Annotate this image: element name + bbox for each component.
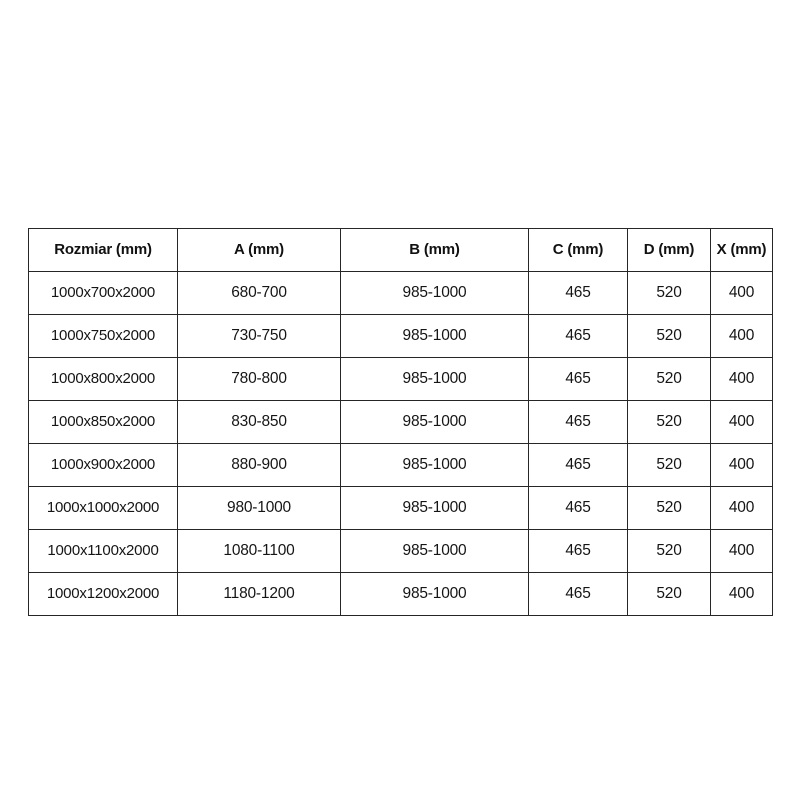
cell-size: 1000x750x2000 [28, 314, 178, 358]
cell-size: 1000x700x2000 [28, 271, 178, 315]
cell-b: 985-1000 [340, 314, 529, 358]
cell-size: 1000x1000x2000 [28, 486, 178, 530]
cell-size: 1000x800x2000 [28, 357, 178, 401]
cell-b: 985-1000 [340, 529, 529, 573]
column-header-x: X (mm) [710, 228, 773, 272]
dimension-table: Rozmiar (mm) A (mm) B (mm) C (mm) D (mm)… [28, 228, 773, 616]
cell-d: 520 [627, 400, 711, 444]
cell-size: 1000x1100x2000 [28, 529, 178, 573]
cell-a: 1080-1100 [177, 529, 341, 573]
cell-a: 780-800 [177, 357, 341, 401]
cell-c: 465 [528, 443, 628, 487]
cell-size: 1000x900x2000 [28, 443, 178, 487]
cell-b: 985-1000 [340, 486, 529, 530]
column-header-b: B (mm) [340, 228, 529, 272]
cell-c: 465 [528, 486, 628, 530]
cell-x: 400 [710, 529, 773, 573]
cell-b: 985-1000 [340, 271, 529, 315]
cell-b: 985-1000 [340, 400, 529, 444]
cell-c: 465 [528, 314, 628, 358]
spec-table-container: Rozmiar (mm) A (mm) B (mm) C (mm) D (mm)… [28, 228, 773, 616]
cell-a: 830-850 [177, 400, 341, 444]
cell-d: 520 [627, 572, 711, 616]
cell-d: 520 [627, 486, 711, 530]
cell-a: 980-1000 [177, 486, 341, 530]
cell-x: 400 [710, 314, 773, 358]
cell-c: 465 [528, 572, 628, 616]
cell-d: 520 [627, 271, 711, 315]
cell-b: 985-1000 [340, 357, 529, 401]
cell-a: 680-700 [177, 271, 341, 315]
cell-d: 520 [627, 314, 711, 358]
column-header-size: Rozmiar (mm) [28, 228, 178, 272]
cell-size: 1000x850x2000 [28, 400, 178, 444]
cell-x: 400 [710, 486, 773, 530]
table-row: 1000x700x2000 680-700 985-1000 465 520 4… [28, 271, 773, 315]
cell-x: 400 [710, 357, 773, 401]
column-header-d: D (mm) [627, 228, 711, 272]
cell-c: 465 [528, 357, 628, 401]
cell-x: 400 [710, 443, 773, 487]
table-row: 1000x750x2000 730-750 985-1000 465 520 4… [28, 314, 773, 358]
cell-x: 400 [710, 572, 773, 616]
table-header: Rozmiar (mm) A (mm) B (mm) C (mm) D (mm)… [28, 228, 773, 272]
cell-a: 880-900 [177, 443, 341, 487]
cell-a: 1180-1200 [177, 572, 341, 616]
cell-b: 985-1000 [340, 572, 529, 616]
cell-d: 520 [627, 443, 711, 487]
table-body: 1000x700x2000 680-700 985-1000 465 520 4… [28, 271, 773, 616]
table-row: 1000x1000x2000 980-1000 985-1000 465 520… [28, 486, 773, 530]
table-row: 1000x800x2000 780-800 985-1000 465 520 4… [28, 357, 773, 401]
cell-x: 400 [710, 400, 773, 444]
cell-c: 465 [528, 400, 628, 444]
cell-d: 520 [627, 357, 711, 401]
table-row: 1000x900x2000 880-900 985-1000 465 520 4… [28, 443, 773, 487]
cell-b: 985-1000 [340, 443, 529, 487]
cell-d: 520 [627, 529, 711, 573]
table-header-row: Rozmiar (mm) A (mm) B (mm) C (mm) D (mm)… [28, 228, 773, 272]
cell-x: 400 [710, 271, 773, 315]
table-row: 1000x850x2000 830-850 985-1000 465 520 4… [28, 400, 773, 444]
cell-a: 730-750 [177, 314, 341, 358]
column-header-a: A (mm) [177, 228, 341, 272]
cell-c: 465 [528, 529, 628, 573]
table-row: 1000x1200x2000 1180-1200 985-1000 465 52… [28, 572, 773, 616]
cell-c: 465 [528, 271, 628, 315]
table-row: 1000x1100x2000 1080-1100 985-1000 465 52… [28, 529, 773, 573]
cell-size: 1000x1200x2000 [28, 572, 178, 616]
column-header-c: C (mm) [528, 228, 628, 272]
